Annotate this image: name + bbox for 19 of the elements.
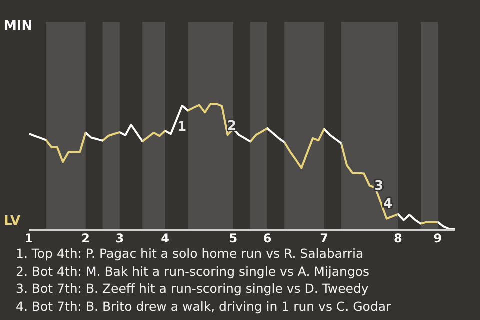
text: 1. Top 4th: P. Pagac hit a solo home run vs R. Salabarria bbox=[16, 245, 365, 262]
text: LV bbox=[4, 214, 21, 229]
x-tick-label: 5 bbox=[229, 232, 238, 246]
annotation: 2 bbox=[227, 119, 237, 134]
text: 3. Bot 7th: B. Zeeff hit a run-scoring single vs D. Tweedy bbox=[16, 280, 370, 298]
x-tick-label: 4 bbox=[161, 232, 170, 246]
annotation: 4 bbox=[383, 197, 393, 212]
x-tick-label: 3 bbox=[116, 232, 124, 246]
annotation: 3 bbox=[374, 179, 384, 194]
x-tick-label: 6 bbox=[263, 232, 272, 246]
x-tick-label: 2 bbox=[82, 232, 90, 246]
x-tick-label: 8 bbox=[394, 232, 402, 246]
x-tick-label: 7 bbox=[320, 232, 329, 246]
text: MIN bbox=[4, 19, 33, 34]
x-tick-label: 1 bbox=[24, 232, 34, 246]
x-tick-label: 9 bbox=[434, 232, 442, 246]
text: 2. Bot 4th: M. Bak hit a run-scoring single vs A. Mijangos bbox=[16, 262, 371, 280]
text: 4. Bot 7th: B. Brito drew a walk, driving in 1 run vs C. Godar bbox=[16, 298, 392, 315]
annotation: 1 bbox=[177, 120, 187, 135]
